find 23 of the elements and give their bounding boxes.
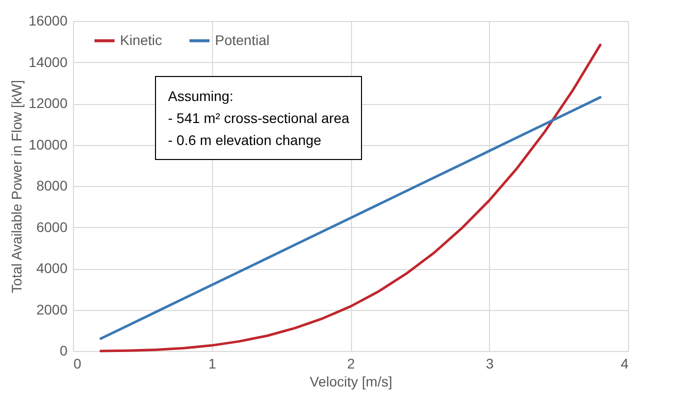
y-tick-label: 8000 xyxy=(36,178,68,194)
x-tick-label: 3 xyxy=(486,356,494,372)
annotation: - 0.6 m elevation change xyxy=(168,131,322,150)
x-axis-title: Velocity [m/s] xyxy=(310,374,392,390)
legend-label: Kinetic xyxy=(120,32,162,48)
y-tick-label: 4000 xyxy=(36,260,68,276)
y-tick-label: 6000 xyxy=(36,218,68,235)
y-tick-label: 0 xyxy=(60,342,68,358)
annotation: Assuming: xyxy=(168,87,234,106)
y-tick-label: 12000 xyxy=(28,95,68,111)
x-tick-label: 0 xyxy=(74,356,82,372)
legend-label: Potential xyxy=(215,32,270,48)
y-tick-label: 16000 xyxy=(28,12,68,28)
annotation: - 541 m² cross-sectional area xyxy=(168,109,350,128)
y-tick-label: 14000 xyxy=(28,54,68,70)
line-series xyxy=(100,44,602,352)
y-tick-label: 10000 xyxy=(28,136,68,152)
y-tick-label: 2000 xyxy=(36,301,68,318)
x-tick-label: 2 xyxy=(347,356,356,372)
y-axis-title: Total Available Power in Flow [kW] xyxy=(8,80,25,293)
note-box: Assuming: - 541 m² cross-sectional area - 0.6 m elevation change xyxy=(155,76,362,160)
x-tick-label: 1 xyxy=(208,356,216,372)
x-tick-label: 4 xyxy=(620,356,629,372)
